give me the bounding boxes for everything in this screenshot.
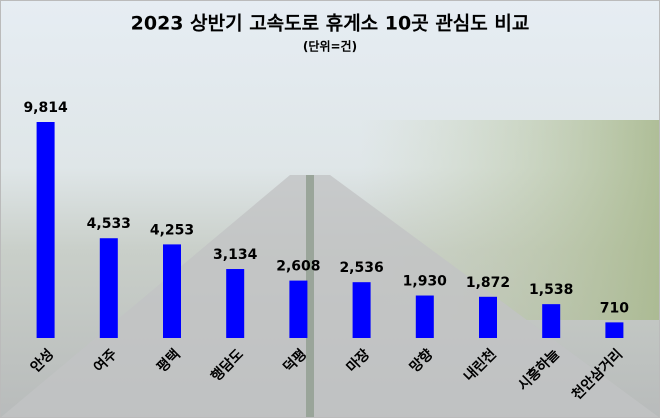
value-label: 710 (600, 300, 629, 316)
chart-title: 2023 상반기 고속도로 휴게소 10곳 관심도 비교 (131, 13, 530, 35)
value-label: 3,134 (213, 247, 258, 263)
bar (542, 304, 561, 338)
value-label: 4,253 (150, 222, 194, 238)
chart-subtitle: (단위=건) (303, 39, 357, 54)
bar (415, 295, 434, 338)
value-label: 1,538 (529, 282, 573, 298)
value-label: 4,533 (87, 216, 131, 232)
bar (163, 244, 181, 338)
value-label: 9,814 (23, 100, 68, 116)
bar (36, 122, 55, 338)
bar (605, 322, 624, 338)
value-label: 1,872 (466, 275, 510, 291)
value-label: 1,930 (403, 274, 448, 290)
value-label: 2,608 (276, 259, 320, 275)
bar (479, 296, 497, 338)
bar (99, 238, 118, 338)
bar (352, 282, 371, 338)
bar (289, 280, 308, 338)
value-label: 2,536 (339, 260, 383, 276)
background-road (0, 175, 660, 418)
bar (226, 269, 245, 338)
